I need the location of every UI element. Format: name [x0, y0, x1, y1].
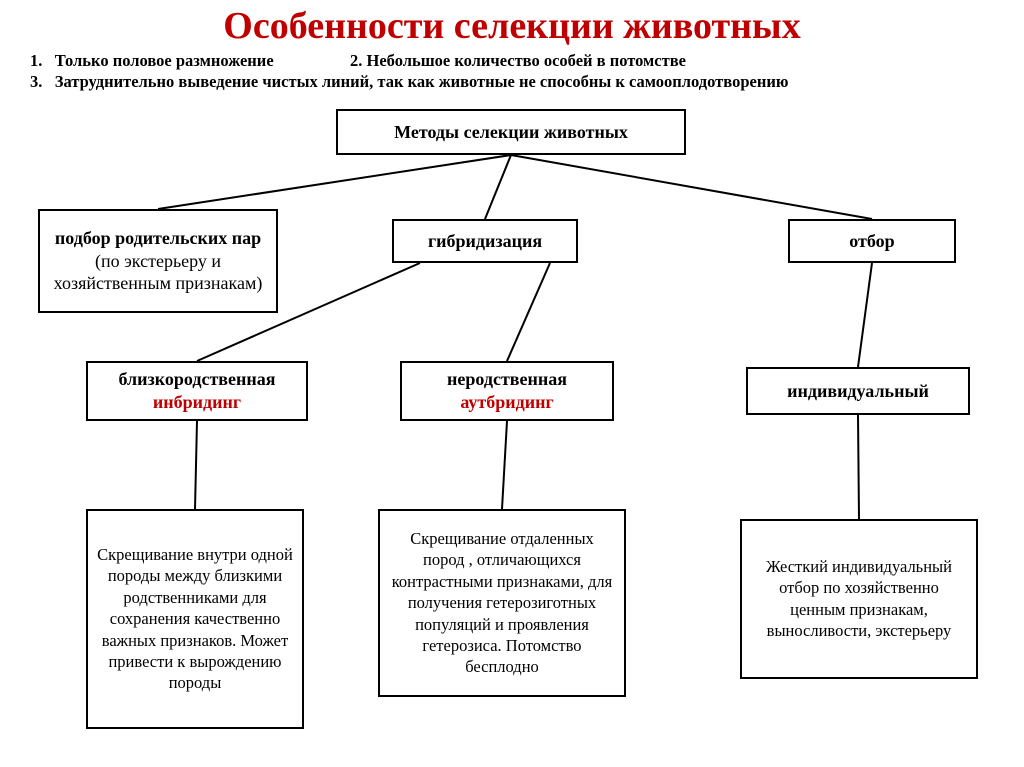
node-individual: индивидуальный — [746, 367, 970, 415]
node-individual-label: индивидуальный — [787, 380, 929, 403]
individual-desc-text: Жесткий индивидуальный отбор по хозяйств… — [750, 556, 968, 642]
node-hybrid: гибридизация — [392, 219, 578, 263]
node-outbreeding-desc: Скрещивание отдаленных пород , отличающи… — [378, 509, 626, 697]
node-hybrid-label: гибридизация — [428, 230, 542, 253]
node-outbreeding-label: неродственная — [447, 368, 567, 391]
node-select: отбор — [788, 219, 956, 263]
feature-2-num: 2. — [350, 51, 362, 70]
node-inbreeding: близкородственная инбридинг — [86, 361, 308, 421]
node-inbreeding-desc: Скрещивание внутри одной породы между бл… — [86, 509, 304, 729]
feature-1: Только половое размножение — [55, 51, 274, 70]
node-inbreeding-term: инбридинг — [153, 391, 241, 414]
node-individual-desc: Жесткий индивидуальный отбор по хозяйств… — [740, 519, 978, 679]
feature-3: Затруднительно выведение чистых линий, т… — [55, 72, 789, 91]
node-outbreeding: неродственная аутбридинг — [400, 361, 614, 421]
node-pair-title: подбор родительских пар — [55, 227, 261, 250]
feature-1-num: 1. — [30, 51, 42, 70]
page-title: Особенности селекции животных — [0, 0, 1024, 48]
node-pair-sub: (по экстерьеру и хозяйственным признакам… — [48, 250, 268, 295]
node-select-label: отбор — [849, 230, 894, 253]
feature-3-num: 3. — [30, 72, 42, 91]
inbreeding-desc-text: Скрещивание внутри одной породы между бл… — [96, 544, 294, 694]
node-inbreeding-label: близкородственная — [118, 368, 275, 391]
node-root: Методы селекции животных — [336, 109, 686, 155]
node-pair: подбор родительских пар (по экстерьеру и… — [38, 209, 278, 313]
diagram-canvas: Методы селекции животных подбор родитель… — [0, 99, 1024, 749]
outbreeding-desc-text: Скрещивание отдаленных пород , отличающи… — [388, 528, 616, 678]
node-root-label: Методы селекции животных — [394, 121, 628, 144]
node-outbreeding-term: аутбридинг — [460, 391, 553, 414]
feature-2: Небольшое количество особей в потомстве — [367, 51, 686, 70]
features-list: 1. Только половое размножение 2. Небольш… — [0, 48, 1024, 99]
